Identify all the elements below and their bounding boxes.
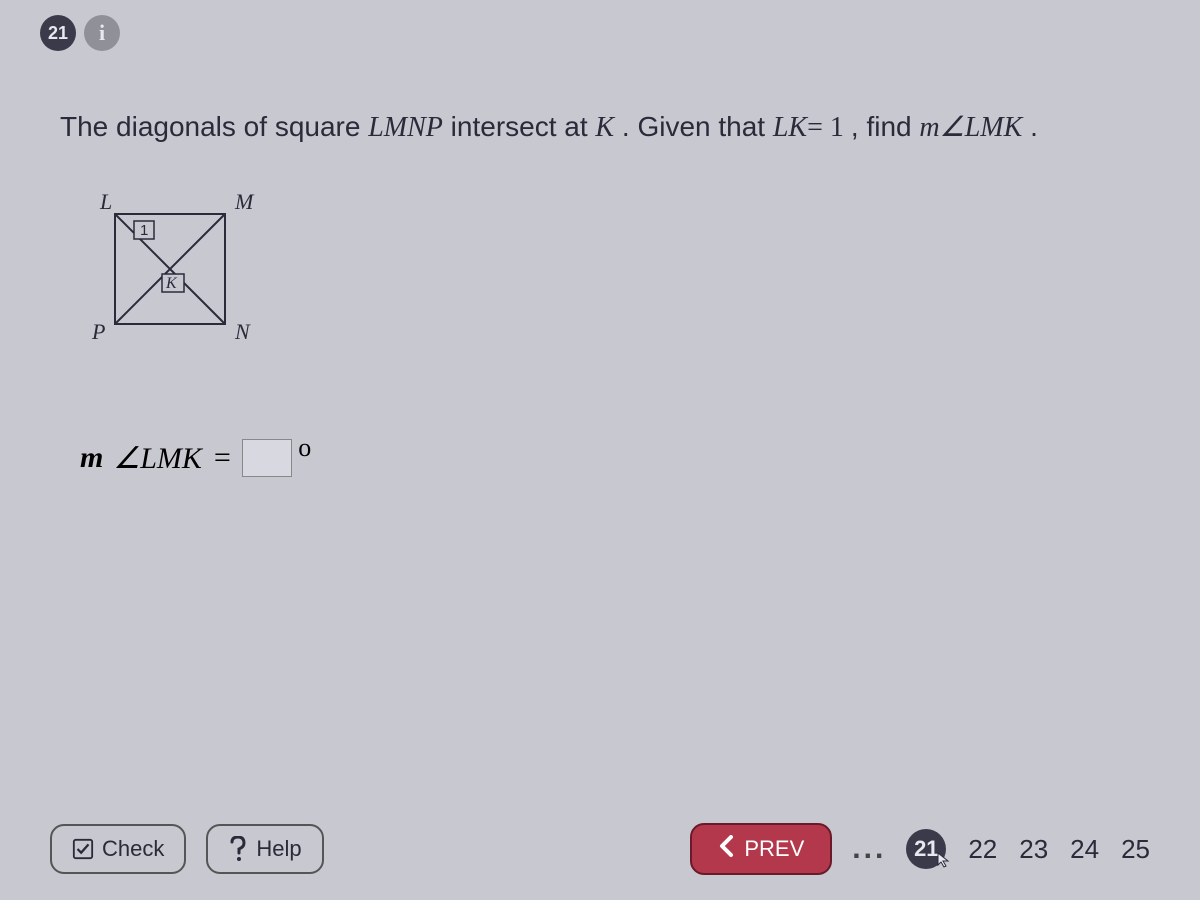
prev-button[interactable]: PREV bbox=[690, 823, 832, 875]
label-P: P bbox=[91, 319, 105, 344]
answer-row: m∠LMK = o bbox=[80, 439, 1140, 477]
label-length: 1 bbox=[140, 222, 148, 239]
equals-sign: = bbox=[212, 441, 232, 475]
given-lhs: LK bbox=[773, 112, 807, 143]
chevron-left-icon bbox=[718, 835, 734, 863]
help-label: Help bbox=[256, 836, 301, 862]
check-button[interactable]: Check bbox=[50, 824, 186, 874]
question-mid3: , find bbox=[851, 111, 919, 142]
help-button[interactable]: Help bbox=[206, 824, 323, 874]
find-angle: ∠LMK bbox=[940, 112, 1023, 143]
content-area: The diagonals of square LMNP intersect a… bbox=[0, 66, 1200, 497]
find-m: m bbox=[919, 112, 939, 143]
answer-m-label: m bbox=[80, 441, 103, 475]
cursor-icon bbox=[936, 849, 954, 875]
question-prefix: The diagonals of square bbox=[60, 111, 368, 142]
label-K: K bbox=[165, 275, 178, 292]
question-mid2: . Given that bbox=[614, 111, 773, 142]
given-rhs: = 1 bbox=[807, 112, 851, 143]
check-icon bbox=[72, 838, 94, 860]
question-number-badge: 21 bbox=[40, 15, 76, 51]
degree-symbol: o bbox=[298, 433, 311, 463]
top-bar: 21 i bbox=[0, 0, 1200, 66]
pager-item-23[interactable]: 23 bbox=[1019, 834, 1048, 865]
pager-item-22[interactable]: 22 bbox=[968, 834, 997, 865]
pager-item-24[interactable]: 24 bbox=[1070, 834, 1099, 865]
pager-more[interactable]: ... bbox=[852, 832, 886, 866]
square-diagram: L M P N K 1 bbox=[80, 189, 280, 359]
label-L: L bbox=[99, 189, 112, 214]
pager: 21 22 23 24 25 bbox=[906, 829, 1150, 869]
help-icon bbox=[228, 836, 248, 862]
check-label: Check bbox=[102, 836, 164, 862]
question-mid1: intersect at bbox=[443, 111, 596, 142]
info-icon[interactable]: i bbox=[84, 15, 120, 51]
pager-current[interactable]: 21 bbox=[906, 829, 946, 869]
square-name: LMNP bbox=[368, 112, 443, 143]
answer-input[interactable] bbox=[242, 439, 292, 477]
prev-label: PREV bbox=[744, 836, 804, 862]
label-N: N bbox=[234, 319, 251, 344]
pager-item-25[interactable]: 25 bbox=[1121, 834, 1150, 865]
point-k: K bbox=[595, 112, 614, 143]
question-suffix: . bbox=[1022, 111, 1038, 142]
bottom-bar: Check Help PREV ... 21 22 23 24 25 bbox=[0, 823, 1200, 875]
question-text: The diagonals of square LMNP intersect a… bbox=[60, 106, 1140, 149]
answer-angle-label: ∠LMK bbox=[113, 441, 202, 476]
label-M: M bbox=[234, 189, 255, 214]
